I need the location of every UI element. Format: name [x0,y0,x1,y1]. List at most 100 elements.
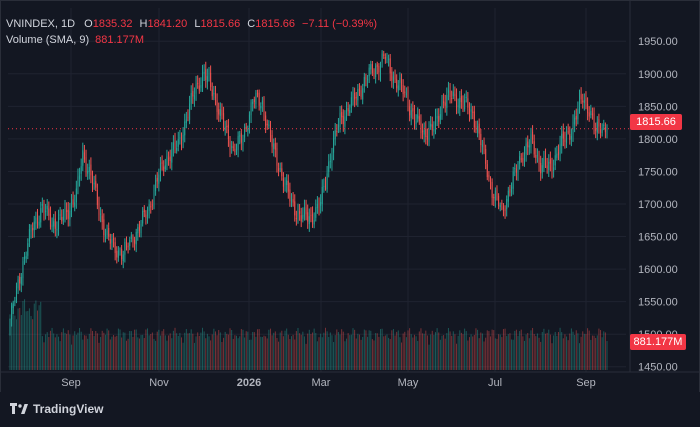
volume-bar [14,315,16,370]
candle-body [234,148,236,153]
candle-body [331,155,333,163]
volume-bar [202,327,204,370]
candle-body [75,188,77,203]
candle-body [312,214,314,223]
candle-body [176,147,178,151]
candle-body [541,165,543,173]
candle-body [394,74,396,80]
volume-bar [232,338,234,370]
volume-bar [381,328,383,370]
candle-body [546,165,548,169]
candle-body [493,197,495,199]
volume-bar [218,330,220,370]
volume-bar [504,328,506,370]
volume-bar [532,327,534,370]
volume-bar [101,330,103,370]
candle-body [182,134,184,141]
candle-body [92,177,94,185]
candle-body [140,223,142,233]
candle-body [253,99,255,102]
candle-body [415,121,417,125]
candle-body [333,138,335,153]
volume-bar [533,333,535,370]
candle-body [189,103,191,120]
volume-bar [449,331,451,370]
candle-body [456,95,458,108]
candle-body [148,204,150,211]
volume-bar [229,328,231,370]
volume-bar [517,335,519,370]
candle-body [316,203,318,209]
volume-bar [523,340,525,370]
candle-body [405,93,407,95]
volume-bar [386,334,388,370]
volume-bar [85,335,87,370]
volume-bar [236,335,238,370]
symbol-label[interactable]: VNINDEX, 1D [6,18,76,30]
volume-bar [12,302,14,370]
candle-body [439,114,441,120]
candle-body [604,127,606,133]
volume-bar [166,340,168,370]
candle-body [583,100,585,104]
candle-body [578,96,580,111]
volume-bar [103,332,105,370]
volume-bar [373,340,375,370]
volume-bar [451,335,453,370]
candle-body [208,74,210,76]
volume-bar [431,330,433,370]
candle-body [423,129,425,135]
candle-body [274,142,276,150]
volume-bar [346,338,348,370]
volume-bar [307,333,309,370]
volume-bar [185,329,187,370]
candle-body [585,97,587,102]
volume-bar [575,330,577,370]
y-tick-label: 1950.00 [638,36,678,48]
candle-body [117,250,119,258]
candle-body [227,124,229,140]
candle-body [410,110,412,118]
volume-bar [61,332,63,370]
volume-legend[interactable]: Volume (SMA, 9) 881.177M [6,32,144,48]
candle-body [360,90,362,97]
candle-body [574,117,576,125]
volume-bar [596,335,598,370]
volume-bar [137,337,139,370]
candle-body [56,228,58,231]
open-value: 1835.32 [92,18,133,30]
y-tick-label: 1650.00 [638,232,678,244]
volume-bar [498,334,500,370]
volume-bar [389,339,391,370]
volume-bar [180,337,182,370]
candle-body [30,229,32,232]
volume-bar [95,330,97,370]
volume-bar [197,332,199,370]
candle-body [336,131,338,133]
volume-bar [51,327,53,370]
candle-body [214,92,216,99]
volume-bar [334,335,336,370]
candle-body [362,88,364,100]
volume-bar [511,339,513,370]
candle-body [523,151,525,162]
candle-body [606,128,608,132]
volume-bar [292,334,294,370]
candle-body [269,125,271,138]
volume-bar [329,332,331,370]
candle-body [430,123,432,127]
volume-bar [439,339,441,370]
candle-body [273,143,275,149]
candle-body [127,245,129,248]
volume-bar [399,337,401,370]
candle-body [357,89,359,101]
volume-bar [148,335,150,370]
candle-body [109,239,111,244]
candle-body [79,175,81,179]
high-value: 1841.20 [147,18,188,30]
tradingview-brand[interactable]: TradingView [10,402,103,416]
candle-body [58,217,60,230]
volume-bar [313,328,315,370]
volume-bar [32,319,34,370]
